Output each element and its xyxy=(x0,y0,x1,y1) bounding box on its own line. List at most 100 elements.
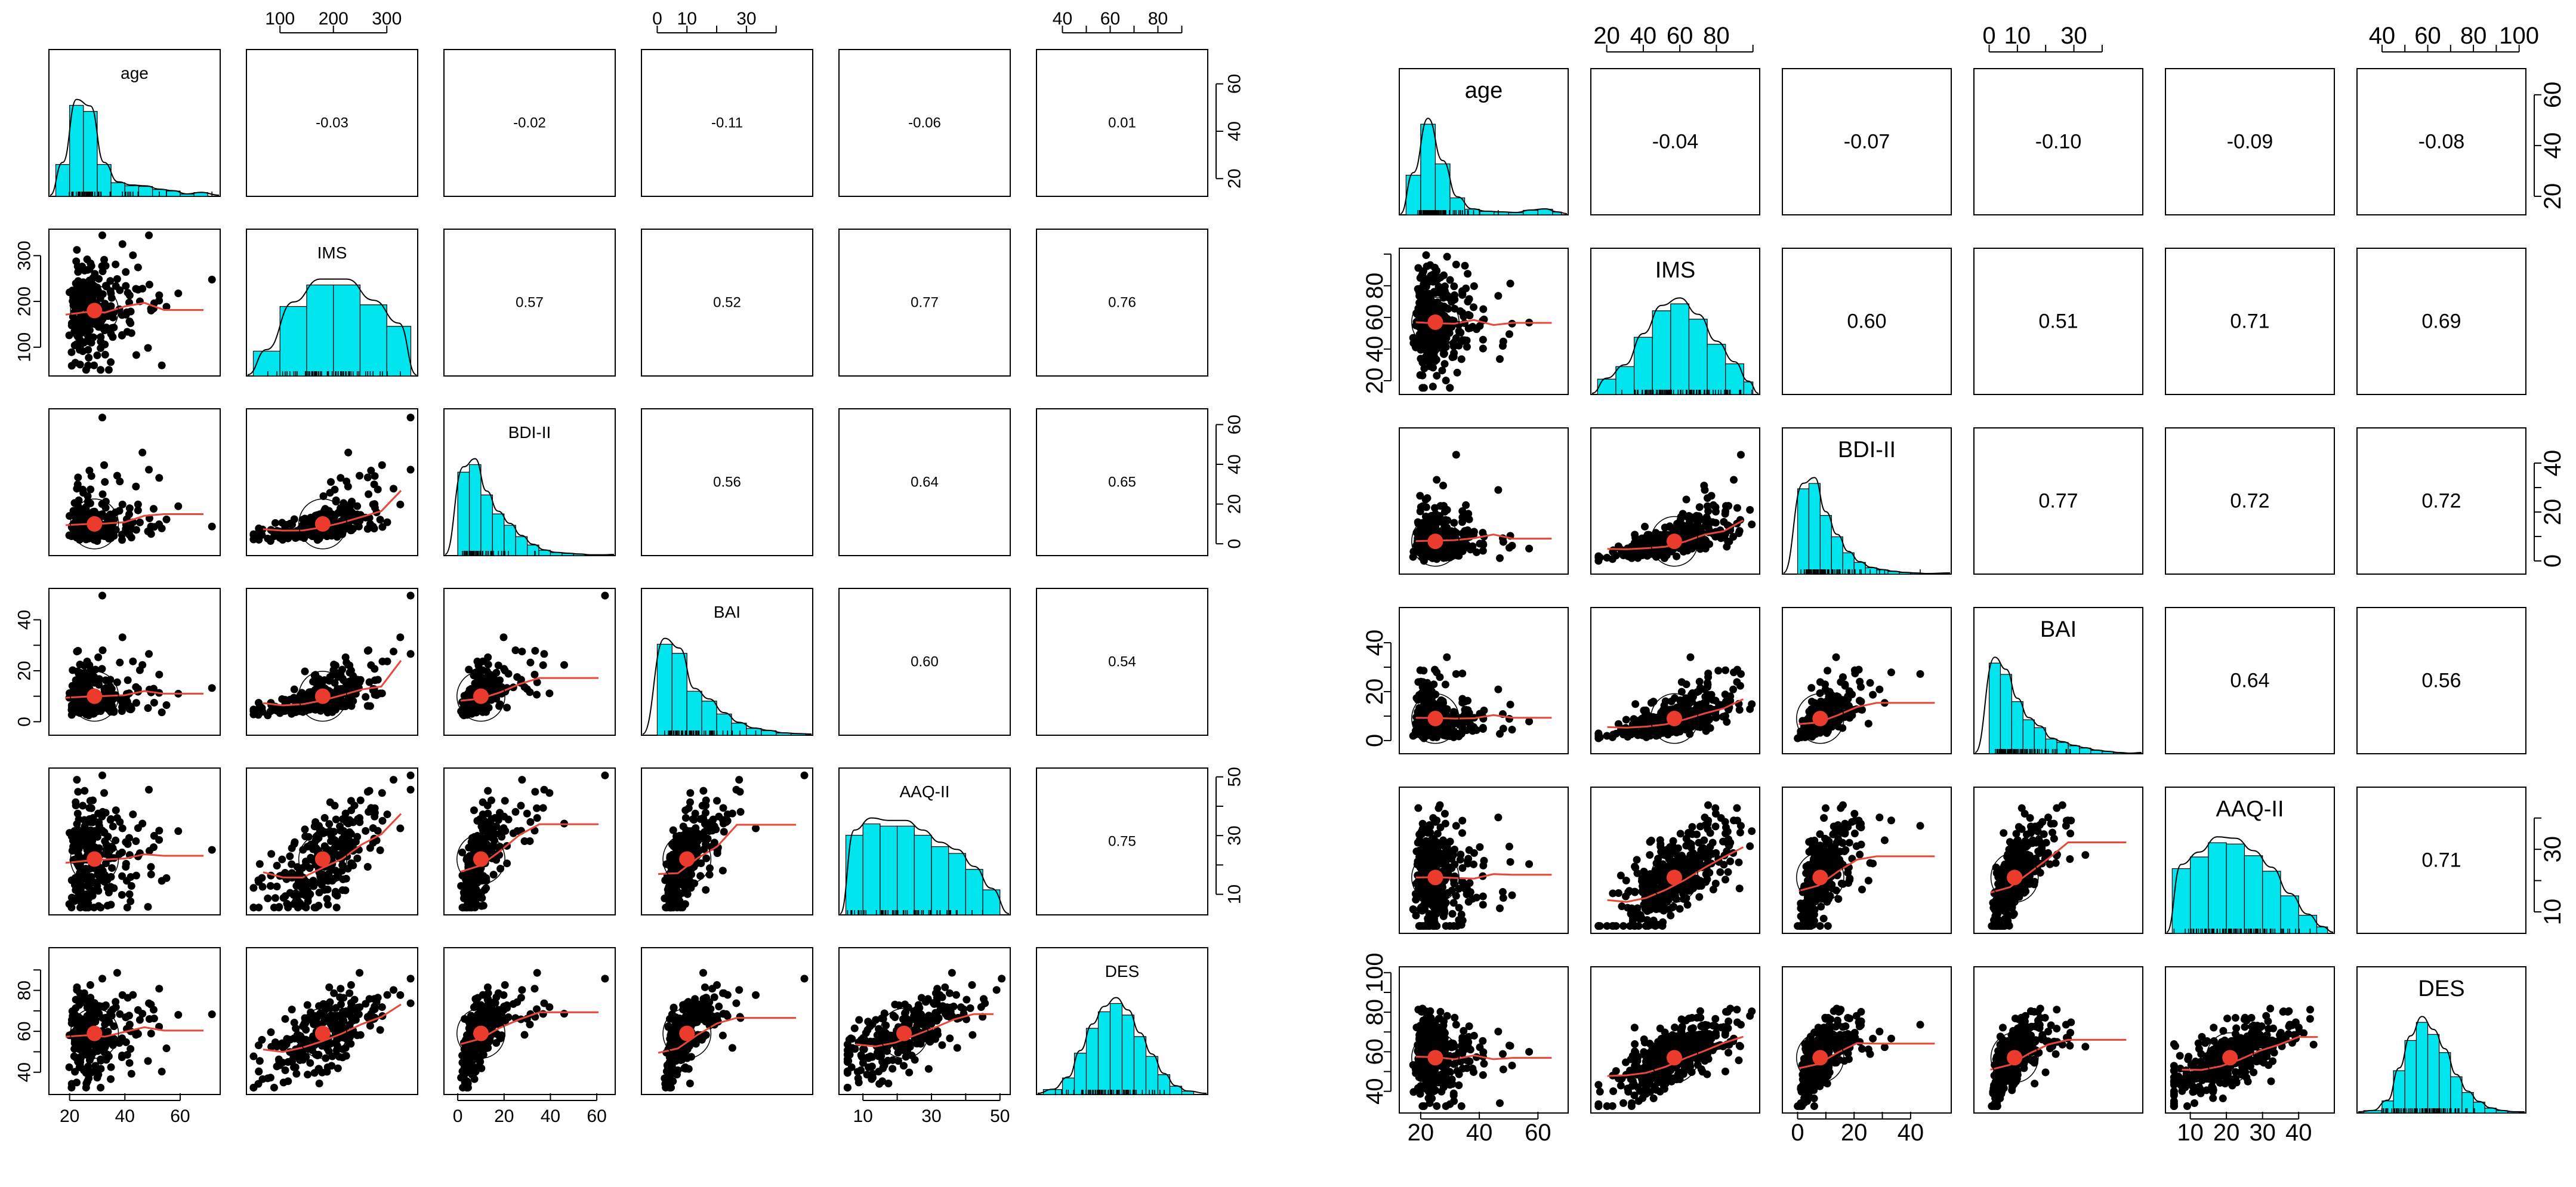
data-point xyxy=(70,1016,79,1025)
data-point xyxy=(134,506,142,514)
data-point xyxy=(328,1062,336,1070)
data-point xyxy=(872,1016,880,1024)
data-point xyxy=(122,877,131,885)
correlation-ellipse xyxy=(70,285,119,336)
data-point xyxy=(98,1014,107,1022)
data-point xyxy=(702,827,711,835)
data-point xyxy=(672,1033,681,1041)
density-curve xyxy=(247,278,417,375)
data-point xyxy=(310,822,319,831)
data-point xyxy=(671,1022,680,1030)
data-point xyxy=(501,667,509,675)
data-point xyxy=(843,1083,852,1092)
data-point xyxy=(79,998,88,1006)
data-point xyxy=(87,676,95,684)
axis-right-age: 20 40 60 xyxy=(1215,74,1245,189)
data-point xyxy=(477,1064,486,1072)
centroid-dot xyxy=(679,851,695,867)
data-point xyxy=(367,467,375,475)
data-point xyxy=(155,474,163,482)
tick-label: 100 xyxy=(15,332,35,362)
data-point xyxy=(752,991,760,999)
axis-top-des: 40 60 80 xyxy=(1053,9,1183,33)
data-point xyxy=(905,1068,914,1077)
histogram-bar xyxy=(457,471,470,556)
cell-bdi-ii-bdi-ii: BDI-II xyxy=(443,408,616,556)
data-point xyxy=(73,648,81,656)
cell-frame xyxy=(838,49,1011,197)
correlation-value: -0.06 xyxy=(908,115,941,131)
data-point xyxy=(720,989,728,997)
cell-ims-ims: IMS xyxy=(246,229,418,377)
data-point xyxy=(518,648,526,656)
cell-des-aaq-ii xyxy=(838,947,1011,1095)
data-point xyxy=(74,473,82,482)
data-point xyxy=(67,362,76,370)
data-point xyxy=(98,665,106,673)
data-point xyxy=(531,788,539,796)
data-point xyxy=(484,1000,492,1008)
data-point xyxy=(848,1044,856,1052)
data-point xyxy=(471,668,479,677)
data-point xyxy=(366,702,374,710)
histogram-bar xyxy=(701,701,717,736)
histogram-bar xyxy=(83,111,98,197)
data-point xyxy=(480,886,489,894)
data-point xyxy=(132,351,140,359)
data-point xyxy=(65,1063,73,1071)
data-point xyxy=(208,276,216,284)
cell-bdi-ii-age xyxy=(48,408,221,556)
data-point xyxy=(351,1016,360,1024)
data-point xyxy=(138,819,147,828)
data-point xyxy=(306,1059,314,1067)
data-point xyxy=(496,700,504,708)
cell-age-bai: -0.10 xyxy=(1973,68,2143,215)
data-point xyxy=(719,804,727,812)
data-point xyxy=(374,827,382,835)
data-point xyxy=(728,1044,736,1052)
data-point xyxy=(124,994,132,1002)
data-point xyxy=(533,969,541,977)
data-point xyxy=(79,489,88,497)
data-point xyxy=(560,661,568,669)
cell-aaq-ii-bdi-ii xyxy=(443,767,616,915)
data-point xyxy=(118,848,127,856)
correlation-value: 0.65 xyxy=(1108,474,1136,491)
data-point xyxy=(902,1008,910,1016)
data-point xyxy=(341,886,350,895)
tick-label: 80 xyxy=(15,981,35,1000)
cell-frame xyxy=(246,49,418,197)
data-point xyxy=(320,886,329,894)
data-point xyxy=(162,701,171,709)
data-point xyxy=(112,806,120,815)
tick-label: 40 xyxy=(1225,454,1245,474)
data-point xyxy=(91,532,100,540)
data-point xyxy=(539,661,547,670)
data-point xyxy=(155,291,163,300)
cell-ims-des: 0.76 xyxy=(1036,229,1208,377)
data-point xyxy=(1461,261,1469,270)
data-point xyxy=(102,282,110,291)
data-point xyxy=(349,525,357,533)
data-point xyxy=(102,323,110,332)
data-point xyxy=(673,901,681,909)
data-point xyxy=(208,1010,216,1019)
histogram-bar xyxy=(306,284,334,377)
data-point xyxy=(518,776,526,784)
data-point xyxy=(113,814,121,822)
data-point xyxy=(270,1083,278,1092)
data-point xyxy=(699,814,707,822)
data-point xyxy=(601,975,609,983)
cell-bdi-ii-bai: 0.56 xyxy=(641,408,813,556)
data-point xyxy=(102,685,110,693)
data-point xyxy=(90,904,98,912)
data-point xyxy=(847,1063,856,1071)
data-point xyxy=(895,1001,903,1010)
data-point xyxy=(145,280,153,289)
data-point xyxy=(100,461,109,469)
data-point xyxy=(87,485,95,494)
density-curve xyxy=(50,98,220,196)
data-point xyxy=(281,523,289,531)
data-point xyxy=(337,474,345,482)
